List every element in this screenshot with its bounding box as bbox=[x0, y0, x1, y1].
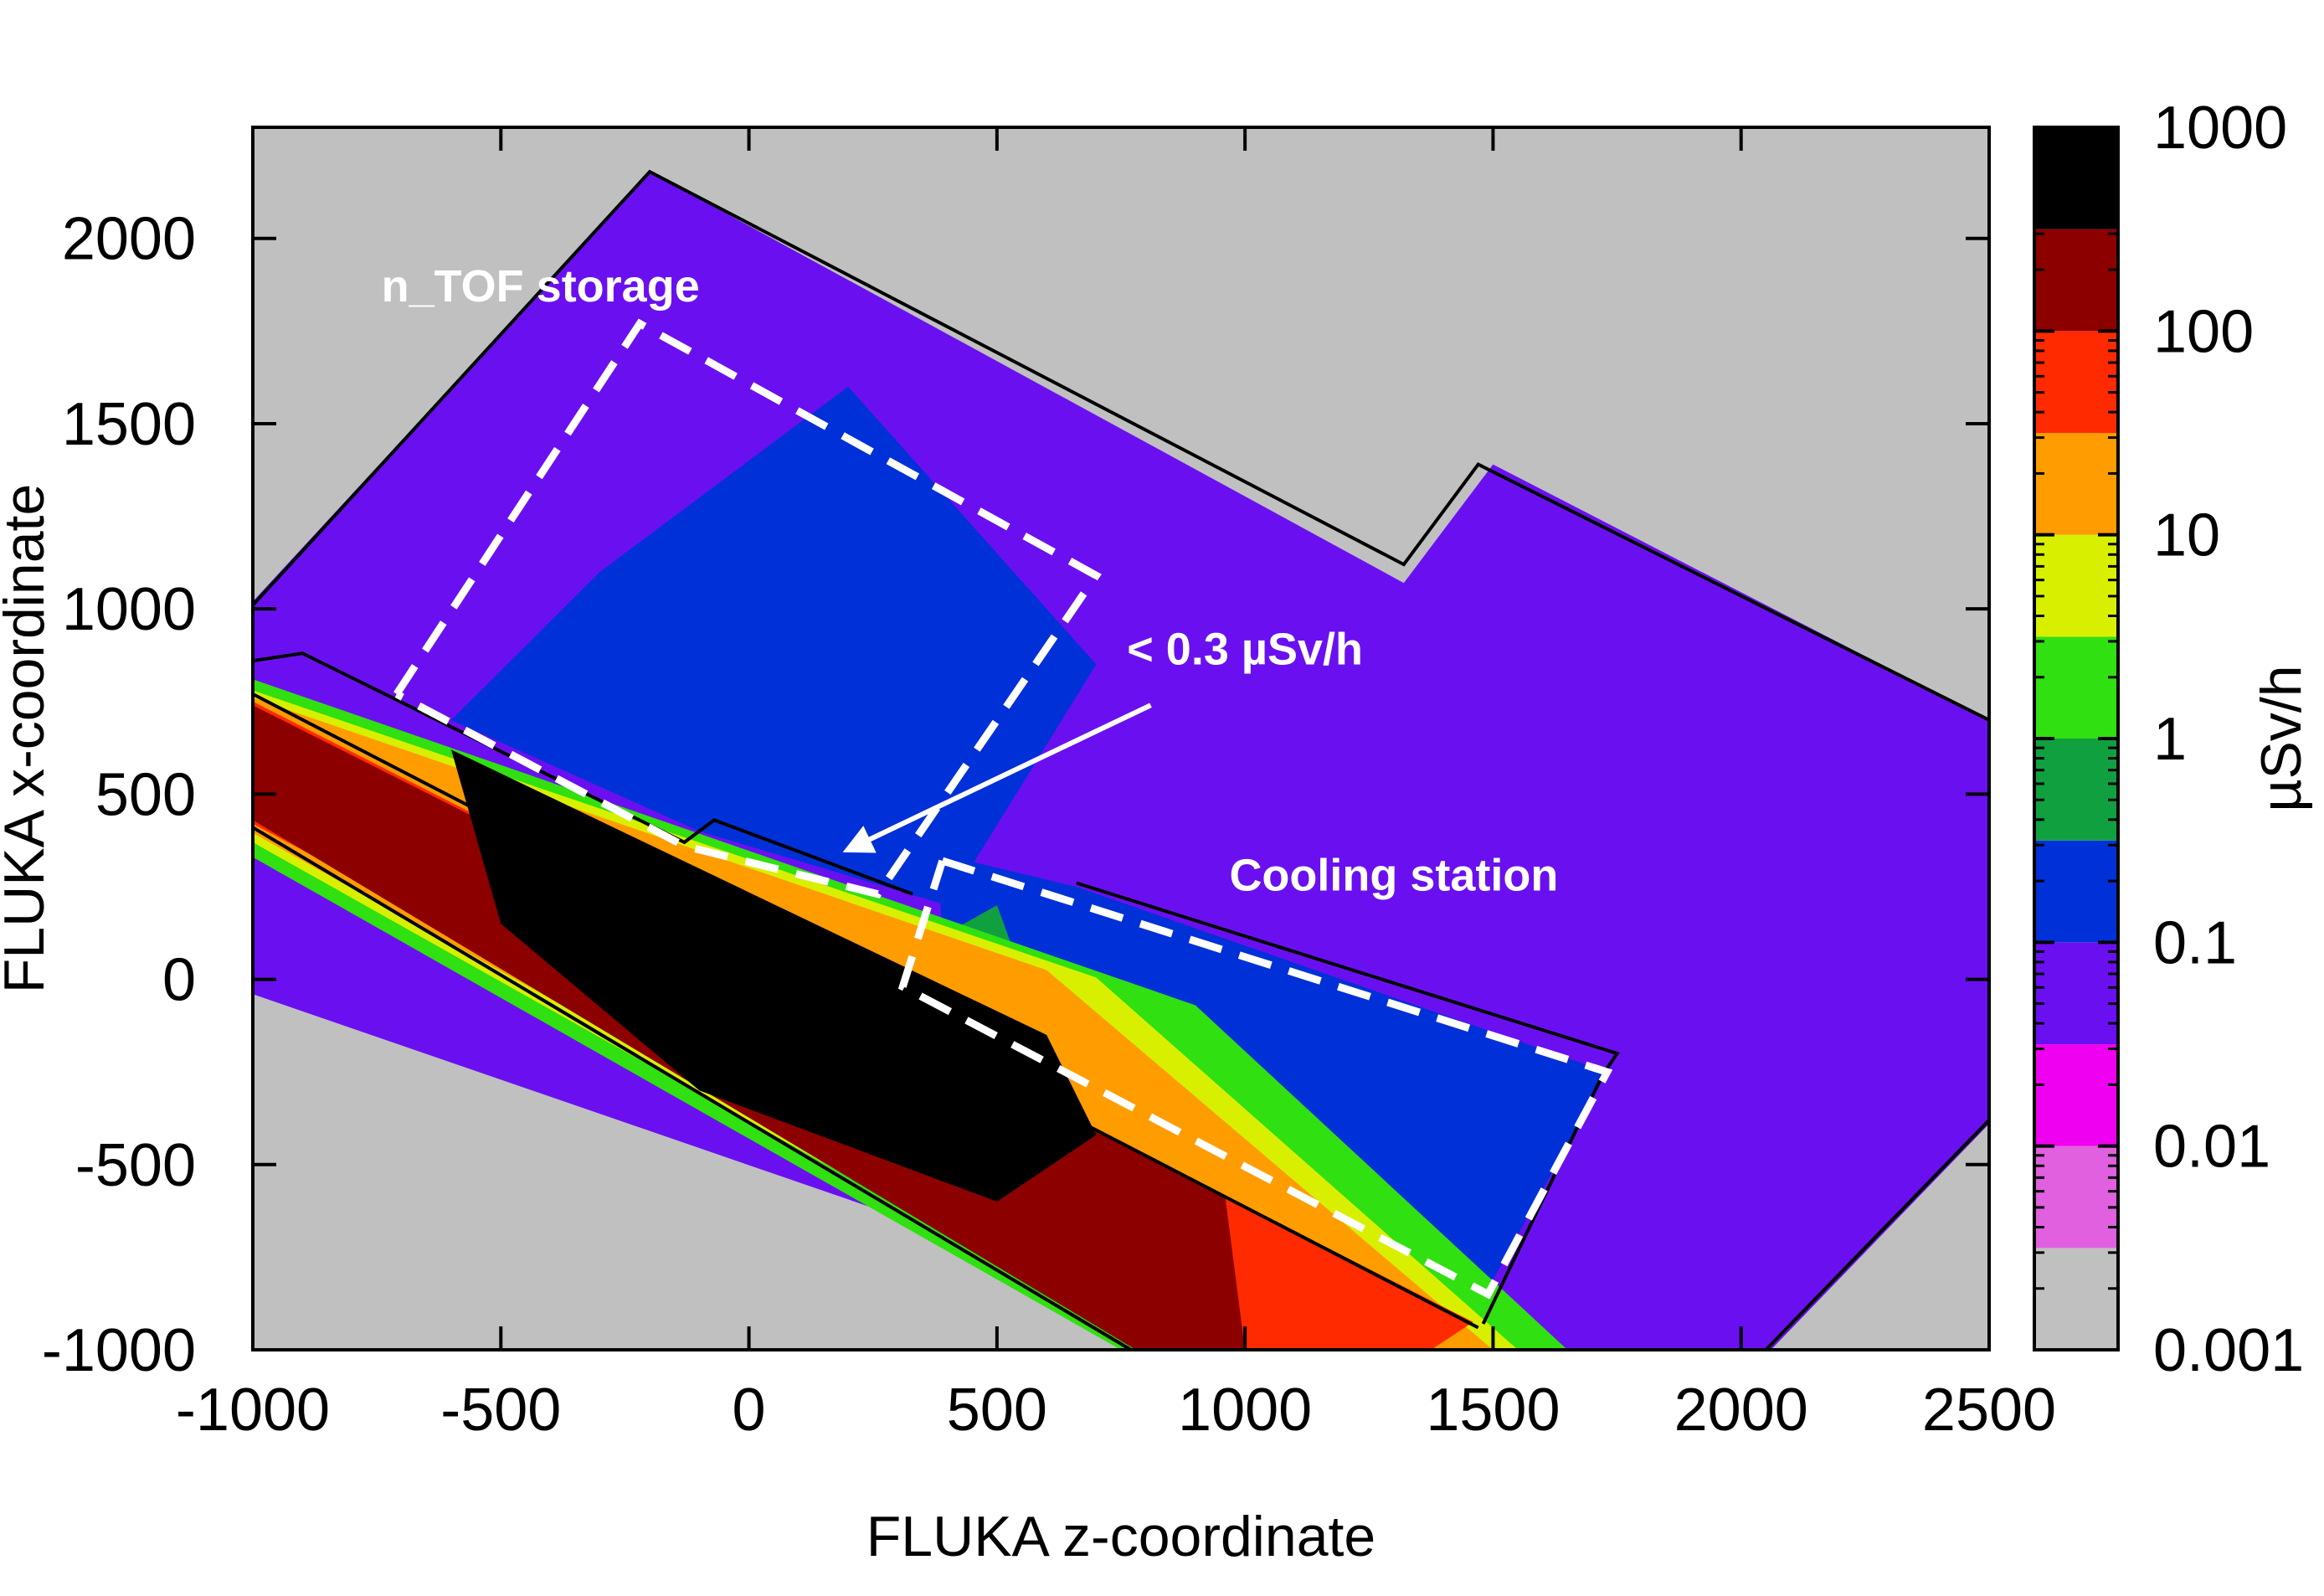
plot-frame bbox=[251, 126, 1991, 1351]
x-tick-label: 1000 bbox=[1178, 1377, 1312, 1444]
beam-tunnel-inner-lower bbox=[253, 826, 1132, 1350]
colorbar-band bbox=[2034, 1146, 2118, 1248]
ntof-storage-box bbox=[393, 318, 1102, 898]
colorbar-band bbox=[2034, 636, 2118, 739]
colorbar-tick-label: 1000 bbox=[2153, 95, 2287, 162]
dose-rate-label-arrow bbox=[842, 703, 1152, 853]
beam-tunnel-upper-wall bbox=[253, 651, 913, 896]
annotations: n_TOF storage Cooling station < 0.3 µSv/h bbox=[382, 261, 1559, 900]
y-tick-label: 2000 bbox=[62, 206, 196, 273]
colorbar-tick-label: 0.01 bbox=[2153, 1114, 2270, 1181]
colorbar-tick-label: 0.1 bbox=[2153, 909, 2237, 976]
x-tick-label: -500 bbox=[440, 1377, 561, 1444]
colorbar-band bbox=[2034, 229, 2118, 332]
hall-blue-field bbox=[451, 386, 1097, 906]
y-tick-label: 500 bbox=[95, 761, 196, 828]
colorbar-band bbox=[2034, 534, 2118, 637]
hall-outline bbox=[253, 169, 1989, 722]
y-tick-label: 0 bbox=[162, 947, 196, 1014]
x-tick-label: 1500 bbox=[1426, 1377, 1560, 1444]
colorbar-band bbox=[2034, 840, 2118, 943]
colorbar-band bbox=[2034, 1248, 2118, 1350]
colorbar-label: µSv/h bbox=[2249, 665, 2313, 811]
colorbar-tick-label: 1 bbox=[2153, 706, 2187, 773]
x-tick-label: 500 bbox=[947, 1377, 1047, 1444]
x-tick-label: 0 bbox=[733, 1377, 766, 1444]
x-axis-ticks: -1000 -500 0 500 1000 1500 2000 2500 bbox=[176, 127, 2056, 1444]
colorbar: 0.001 0.01 0.1 1 10 100 1000 µSv/h bbox=[2033, 95, 2313, 1384]
colorbar-tick-label: 0.001 bbox=[2153, 1317, 2304, 1384]
y-tick-label: 1000 bbox=[62, 576, 196, 643]
cooling-station-label: Cooling station bbox=[1229, 850, 1558, 900]
building-structures bbox=[253, 169, 1989, 1350]
x-tick-label: 2000 bbox=[1674, 1377, 1808, 1444]
cooling-blue-field bbox=[937, 853, 1607, 1299]
colorbar-band bbox=[2034, 331, 2118, 434]
y-axis-ticks: -1000 -500 0 500 1000 1500 2000 bbox=[42, 206, 1989, 1384]
x-tick-label: -1000 bbox=[176, 1377, 330, 1444]
beam-tunnel-inner-upper bbox=[253, 692, 1479, 1330]
x-tick-label: 2500 bbox=[1922, 1377, 2056, 1444]
colorbar-band bbox=[2034, 1044, 2118, 1146]
y-tick-label: -1000 bbox=[42, 1317, 196, 1384]
colorbar-ticks: 0.001 0.01 0.1 1 10 100 1000 bbox=[2034, 95, 2304, 1384]
colorbar-tick-label: 10 bbox=[2153, 502, 2220, 569]
right-lower-outline bbox=[1764, 1119, 1989, 1350]
ntof-storage-label: n_TOF storage bbox=[382, 261, 700, 311]
colorbar-band bbox=[2034, 433, 2118, 535]
y-tick-label: 1500 bbox=[62, 391, 196, 458]
colorbar-band bbox=[2034, 739, 2118, 841]
cooling-station-box bbox=[897, 857, 1613, 1300]
x-axis-title: FLUKA z-coordinate bbox=[866, 1505, 1376, 1568]
beam-black-core bbox=[451, 749, 1097, 1202]
y-axis-title: FLUKA x-coordinate bbox=[0, 484, 56, 994]
colorbar-band bbox=[2034, 942, 2118, 1045]
colorbar-bands bbox=[2034, 127, 2118, 1350]
dashed-area-boxes bbox=[393, 318, 1613, 1300]
colorbar-tick-label: 100 bbox=[2153, 298, 2254, 365]
dose-rate-label: < 0.3 µSv/h bbox=[1127, 625, 1363, 675]
y-tick-label: -500 bbox=[75, 1132, 196, 1199]
colorbar-band bbox=[2034, 127, 2118, 229]
